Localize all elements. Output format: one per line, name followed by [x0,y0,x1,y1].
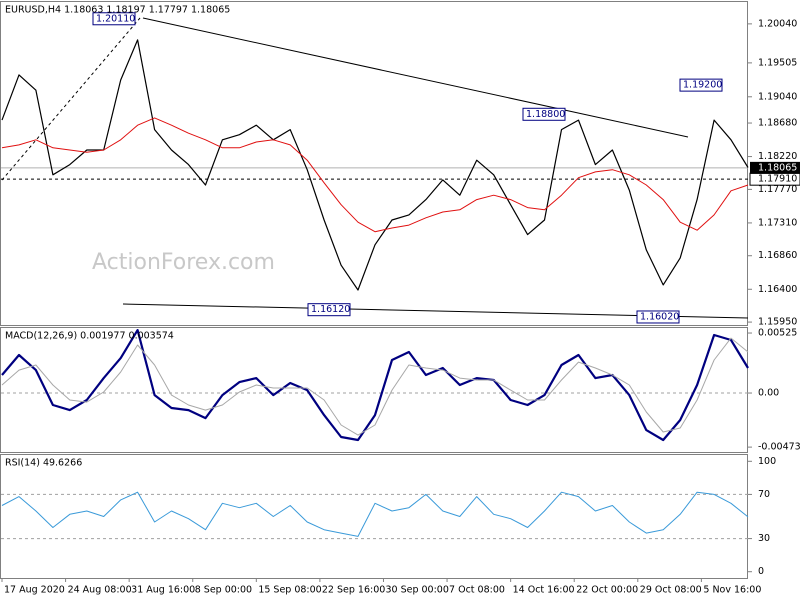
y-tick-label: 70 [758,489,770,500]
current-price-box [750,161,800,174]
x-tick-label: 30 Sep 00:00 [385,585,448,596]
annotation-box [307,303,351,317]
annotation-label: 1.16120 [311,304,350,315]
annotation-label: 1.18800 [526,109,565,120]
series-line [1,117,749,233]
x-tick-label: 8 Sep 00:00 [195,585,252,596]
annotation-box [636,310,680,324]
series-line [1,491,749,537]
series-line [1,337,749,436]
y-tick-label: 1.18220 [758,151,797,162]
y-tick-label: 1.19505 [758,57,797,68]
y-tick-label: 1.17310 [758,217,797,228]
y-tick-label: 1.17770 [758,184,797,195]
trendline [142,17,689,138]
level-label: 1.17910 [758,174,797,185]
y-tick-label: 1.18680 [758,118,797,129]
pane-title: EURUSD,H4 1.18063 1.18197 1.17797 1.1806… [5,5,230,16]
y-tick-label: 1.16860 [758,250,797,261]
macd-pane [0,327,748,453]
annotation-box [679,78,723,92]
series-line [1,329,749,442]
annotation-box [92,12,136,26]
x-tick-label: 7 Oct 08:00 [449,585,505,596]
y-tick-label: 1.15950 [758,317,797,328]
current-price-label: 1.18065 [758,162,797,173]
x-tick-label: 22 Oct 00:00 [576,585,638,596]
x-tick-label: 14 Oct 16:00 [513,585,575,596]
pane-title: MACD(12,26,9) 0.001977 0.003574 [5,331,174,342]
annotation-label: 1.19200 [683,80,722,91]
y-tick-label: 1.20040 [758,18,797,29]
x-tick-label: 5 Nov 16:00 [703,585,761,596]
y-tick-label: 100 [758,456,776,467]
series-line [1,39,749,291]
y-tick-label: 1.16400 [758,284,797,295]
y-tick-label: 0.00 [758,388,779,399]
y-tick-label: 1.19040 [758,91,797,102]
y-tick-label: 0 [758,566,764,577]
pane-title: RSI(14) 49.6266 [5,458,82,469]
y-tick-label: -0.004732 [758,442,800,453]
x-tick-label: 15 Sep 08:00 [258,585,321,596]
price-pane [0,1,748,326]
x-tick-label: 17 Aug 2020 [4,585,65,596]
x-tick-label: 22 Sep 16:00 [322,585,385,596]
watermark: ActionForex.com [92,250,275,275]
y-tick-label: 30 [758,533,770,544]
x-tick-label: 29 Oct 08:00 [640,585,702,596]
x-tick-label: 24 Aug 08:00 [68,585,132,596]
annotation-box [522,107,566,121]
annotation-label: 1.20110 [96,13,135,24]
annotation-label: 1.16020 [640,311,679,322]
y-tick-label: 0.00525 [758,328,797,339]
x-tick-label: 31 Aug 16:00 [131,585,195,596]
